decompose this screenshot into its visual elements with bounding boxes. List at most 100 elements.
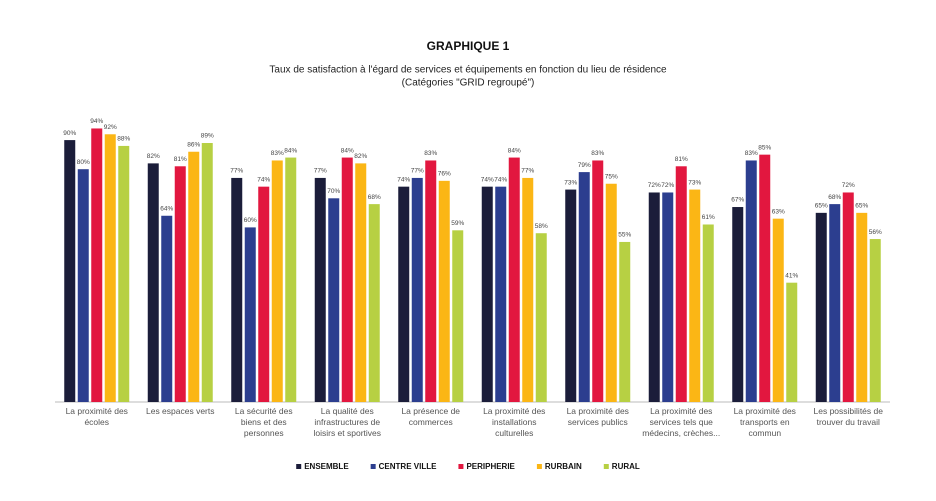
bar: [508, 157, 520, 402]
legend-swatch: [296, 464, 302, 469]
value-label: 68%: [828, 194, 841, 201]
bar: [368, 204, 380, 402]
bar: [675, 166, 687, 402]
x-tick-label: La sécurité des biens et des personnes: [234, 406, 293, 438]
value-label: 75%: [605, 173, 618, 180]
value-label: 67%: [731, 197, 744, 204]
value-label: 70%: [327, 188, 340, 195]
bar: [328, 198, 340, 402]
value-label: 74%: [257, 176, 270, 183]
value-label: 72%: [648, 182, 661, 189]
bar: [772, 218, 784, 402]
bar: [201, 143, 213, 402]
bar: [147, 163, 159, 402]
legend-swatch: [603, 464, 609, 469]
bar: [869, 239, 881, 402]
value-label: 76%: [438, 171, 451, 178]
bar: [425, 160, 437, 402]
bar: [786, 282, 798, 402]
bar: [759, 154, 771, 402]
value-label: 72%: [661, 182, 674, 189]
value-label: 84%: [341, 147, 354, 154]
bar: [411, 177, 423, 402]
value-label: 94%: [90, 118, 103, 125]
bar: [285, 157, 297, 402]
x-tick-label: La proximité des transports en commun: [733, 406, 796, 438]
bar: [161, 215, 173, 402]
bar: [341, 157, 353, 402]
chart-title: GRAPHIQUE 1: [427, 39, 510, 53]
value-label: 79%: [578, 162, 591, 169]
x-tick-label: La proximité des services tels que médec…: [642, 406, 721, 438]
x-tick-label: La qualité des infrastructures de loisir…: [313, 406, 382, 438]
bar: [592, 160, 604, 402]
x-tick-label: La présence de commerces: [401, 406, 461, 427]
legend-label: ENSEMBLE: [304, 462, 349, 471]
bar: [648, 192, 660, 402]
bar: [535, 233, 547, 402]
value-label: 88%: [117, 136, 130, 143]
legend-label: RURAL: [612, 462, 640, 471]
value-label: 41%: [785, 272, 798, 279]
value-label: 58%: [535, 223, 548, 230]
legend-swatch: [458, 464, 464, 469]
bar: [91, 128, 103, 402]
value-label: 86%: [187, 141, 200, 148]
legend-swatch: [370, 464, 376, 469]
bar: [258, 186, 270, 402]
value-label: 68%: [368, 194, 381, 201]
bar: [565, 189, 577, 402]
legend-label: CENTRE VILLE: [379, 462, 437, 471]
value-label: 92%: [104, 124, 117, 131]
value-label: 74%: [397, 176, 410, 183]
bar: [77, 169, 89, 402]
bar: [481, 186, 493, 402]
value-label: 84%: [284, 147, 297, 154]
value-label: 73%: [564, 179, 577, 186]
x-tick-label: La proximité des services publics: [566, 406, 629, 427]
bar: [64, 140, 76, 402]
value-label: 56%: [869, 229, 882, 236]
x-tick-label: Les espaces verts: [145, 406, 215, 416]
bar: [522, 177, 534, 402]
value-label: 73%: [688, 179, 701, 186]
bar: [452, 230, 464, 402]
bar: [355, 163, 367, 402]
bar: [702, 224, 714, 402]
chart-subtitle: Taux de satisfaction à l'égard de servic…: [269, 65, 667, 76]
chart-subtitle: (Catégories "GRID regroupé"): [402, 78, 535, 89]
bar: [495, 186, 507, 402]
bar: [231, 177, 243, 402]
value-label: 82%: [354, 153, 367, 160]
bar: [856, 212, 868, 402]
bar: [732, 207, 744, 402]
x-tick-label: La proximité des installations culturell…: [483, 406, 546, 438]
value-label: 59%: [451, 220, 464, 227]
value-label: 77%: [411, 168, 424, 175]
value-label: 83%: [424, 150, 437, 157]
x-tick-label: La proximité des écoles: [65, 406, 128, 427]
value-label: 64%: [160, 205, 173, 212]
bar: [662, 192, 674, 402]
bar: [619, 241, 631, 402]
value-label: 83%: [745, 150, 758, 157]
legend-label: RURBAIN: [545, 462, 582, 471]
value-label: 80%: [77, 159, 90, 166]
bar: [174, 166, 186, 402]
value-label: 81%: [174, 156, 187, 163]
value-label: 74%: [481, 176, 494, 183]
bar: [188, 151, 200, 402]
value-label: 72%: [842, 182, 855, 189]
value-label: 77%: [230, 168, 243, 175]
value-label: 77%: [314, 168, 327, 175]
value-label: 74%: [494, 176, 507, 183]
bar: [398, 186, 410, 402]
bar: [314, 177, 326, 402]
value-label: 77%: [521, 168, 534, 175]
legend-swatch: [536, 464, 542, 469]
bar: [578, 172, 590, 402]
value-label: 83%: [271, 150, 284, 157]
value-label: 90%: [63, 130, 76, 137]
